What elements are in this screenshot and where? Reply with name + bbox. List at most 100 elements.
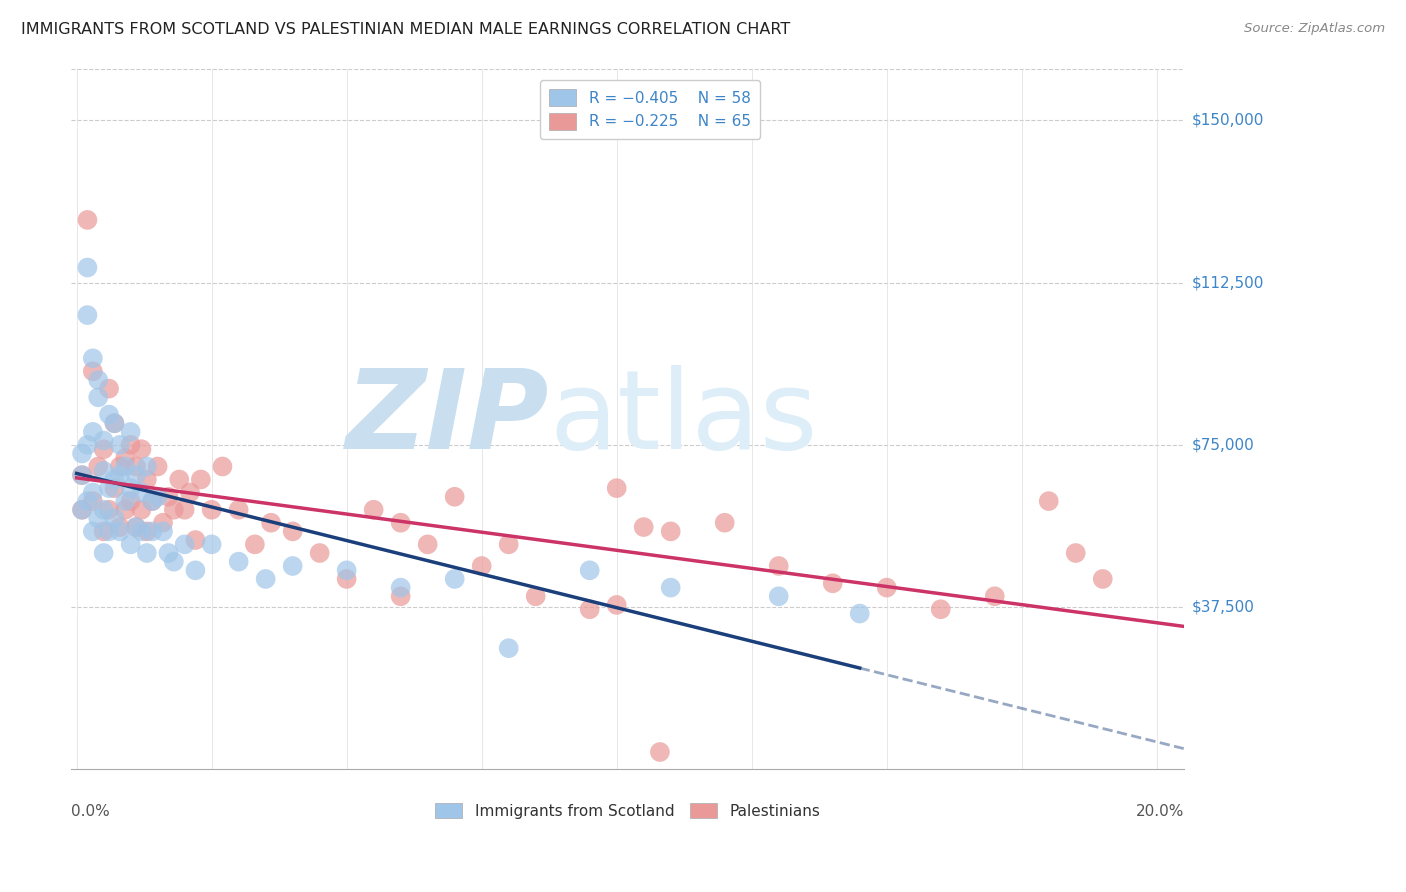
Point: [281, 559, 304, 574]
Point: [103, 511, 125, 525]
Point: [389, 516, 412, 530]
Point: [93, 546, 115, 560]
Text: 0.0%: 0.0%: [72, 805, 110, 820]
Point: [98, 502, 121, 516]
Point: [416, 537, 439, 551]
Point: [82, 524, 104, 539]
Point: [228, 555, 250, 569]
Point: [131, 485, 153, 500]
Point: [87, 511, 110, 525]
Point: [633, 520, 655, 534]
Point: [114, 494, 136, 508]
Point: [87, 459, 110, 474]
Text: ZIP: ZIP: [346, 366, 550, 473]
Point: [201, 502, 224, 516]
Point: [184, 563, 207, 577]
Point: [125, 520, 148, 534]
Point: [76, 213, 98, 227]
Point: [135, 473, 157, 487]
Point: [1038, 494, 1060, 508]
Point: [87, 373, 110, 387]
Point: [76, 438, 98, 452]
Point: [163, 555, 186, 569]
Point: [173, 502, 195, 516]
Point: [120, 537, 142, 551]
Point: [443, 490, 465, 504]
Point: [108, 520, 131, 534]
Point: [983, 589, 1005, 603]
Text: $75,000: $75,000: [1192, 437, 1254, 452]
Point: [98, 382, 121, 396]
Point: [131, 502, 153, 516]
Point: [363, 502, 385, 516]
Point: [157, 490, 180, 504]
Point: [135, 459, 157, 474]
Point: [70, 502, 93, 516]
Point: [929, 602, 952, 616]
Point: [1064, 546, 1087, 560]
Point: [114, 459, 136, 474]
Point: [76, 494, 98, 508]
Point: [167, 473, 190, 487]
Point: [659, 581, 682, 595]
Point: [848, 607, 870, 621]
Point: [82, 351, 104, 366]
Point: [524, 589, 547, 603]
Point: [125, 459, 148, 474]
Point: [146, 490, 169, 504]
Point: [768, 589, 790, 603]
Point: [82, 364, 104, 378]
Point: [659, 524, 682, 539]
Point: [120, 425, 142, 439]
Point: [103, 473, 125, 487]
Point: [76, 308, 98, 322]
Point: [498, 641, 520, 656]
Point: [93, 442, 115, 457]
Point: [141, 494, 163, 508]
Point: [152, 524, 174, 539]
Point: [443, 572, 465, 586]
Point: [93, 502, 115, 516]
Point: [141, 524, 163, 539]
Point: [173, 537, 195, 551]
Point: [336, 563, 359, 577]
Point: [93, 434, 115, 448]
Point: [243, 537, 266, 551]
Point: [93, 524, 115, 539]
Point: [87, 390, 110, 404]
Point: [70, 468, 93, 483]
Point: [82, 485, 104, 500]
Text: $150,000: $150,000: [1192, 113, 1264, 128]
Text: $112,500: $112,500: [1192, 275, 1264, 290]
Point: [108, 468, 131, 483]
Point: [120, 481, 142, 495]
Point: [82, 425, 104, 439]
Text: $37,500: $37,500: [1192, 599, 1256, 615]
Point: [114, 450, 136, 465]
Point: [103, 416, 125, 430]
Point: [389, 581, 412, 595]
Point: [713, 516, 735, 530]
Point: [108, 438, 131, 452]
Point: [135, 546, 157, 560]
Point: [70, 468, 93, 483]
Point: [120, 438, 142, 452]
Point: [201, 537, 224, 551]
Point: [70, 446, 93, 460]
Point: [152, 516, 174, 530]
Point: [131, 524, 153, 539]
Point: [1091, 572, 1114, 586]
Point: [606, 598, 628, 612]
Point: [108, 459, 131, 474]
Text: IMMIGRANTS FROM SCOTLAND VS PALESTINIAN MEDIAN MALE EARNINGS CORRELATION CHART: IMMIGRANTS FROM SCOTLAND VS PALESTINIAN …: [21, 22, 790, 37]
Point: [876, 581, 898, 595]
Point: [103, 416, 125, 430]
Point: [336, 572, 359, 586]
Point: [281, 524, 304, 539]
Point: [768, 559, 790, 574]
Point: [131, 442, 153, 457]
Point: [82, 494, 104, 508]
Point: [98, 524, 121, 539]
Point: [141, 494, 163, 508]
Point: [125, 468, 148, 483]
